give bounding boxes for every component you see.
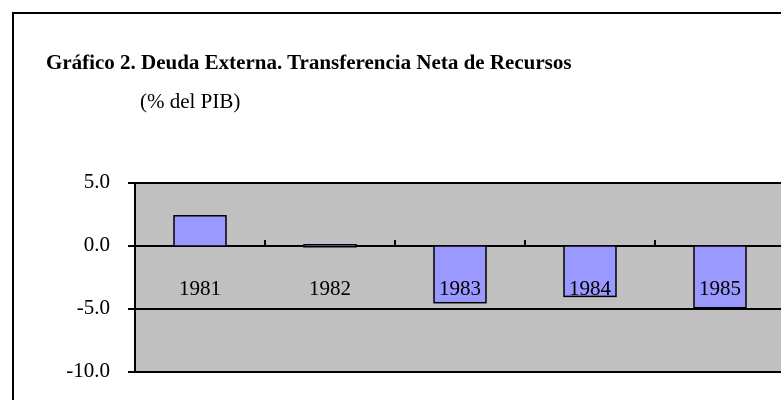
y-tick-label: -5.0 — [77, 295, 110, 319]
bar — [693, 245, 747, 309]
y-tick-label: 5.0 — [84, 169, 110, 193]
chart-subtitle: (% del PIB) — [140, 89, 240, 113]
x-tick-label: 1984 — [569, 276, 612, 300]
y-tick-label: 0.0 — [84, 232, 110, 256]
y-tick-label: -10.0 — [66, 358, 110, 382]
x-tick-label: 1985 — [699, 276, 741, 300]
chart-title: Gráfico 2. Deuda Externa. Transferencia … — [46, 50, 572, 74]
x-tick-label: 1982 — [309, 276, 351, 300]
bar — [433, 245, 487, 304]
x-tick-label: 1983 — [439, 276, 481, 300]
x-tick-label: 1981 — [179, 276, 221, 300]
bar — [563, 245, 617, 298]
bar — [173, 215, 227, 247]
bar — [303, 243, 357, 248]
